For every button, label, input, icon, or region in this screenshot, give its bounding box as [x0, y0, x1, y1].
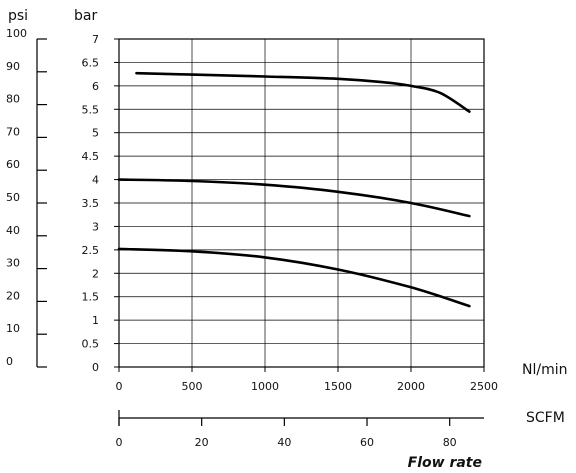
nlmin-tick-label: 1500 — [324, 380, 352, 393]
psi-tick-label: 0 — [6, 355, 13, 368]
bar-tick-label: 7 — [92, 33, 99, 46]
scfm-axis-unit: SCFM — [526, 410, 565, 426]
nlmin-tick-label: 2500 — [470, 380, 498, 393]
psi-tick-label: 20 — [6, 289, 20, 302]
scfm-tick-label: 40 — [277, 436, 291, 449]
psi-axis-unit: psi — [8, 8, 28, 24]
bar-axis-unit: bar — [74, 8, 97, 24]
scfm-tick-label: 0 — [116, 436, 123, 449]
scfm-tick-label: 80 — [443, 436, 457, 449]
psi-tick-label: 30 — [6, 257, 20, 270]
bar-tick-label: 6 — [92, 80, 99, 93]
bar-tick-label: 6.5 — [82, 56, 100, 69]
nlmin-tick-label: 500 — [182, 380, 203, 393]
x-axis-title: Flow rate — [408, 455, 482, 471]
nlmin-tick-label: 0 — [116, 380, 123, 393]
bar-tick-label: 2 — [92, 267, 99, 280]
psi-tick-label: 90 — [6, 60, 20, 73]
bar-tick-label: 0 — [92, 361, 99, 374]
bar-tick-label: 5 — [92, 127, 99, 140]
psi-tick-label: 80 — [6, 93, 20, 106]
series-group — [117, 71, 471, 308]
scfm-tick-label: 20 — [195, 436, 209, 449]
bar-tick-label: 4.5 — [82, 150, 100, 163]
psi-tick-label: 60 — [6, 158, 20, 171]
series-line-2 — [117, 178, 471, 218]
psi-tick-label: 50 — [6, 191, 20, 204]
bar-tick-label: 1 — [92, 314, 99, 327]
psi-tick-label: 40 — [6, 224, 20, 237]
bar-tick-label: 2.5 — [82, 244, 100, 257]
nlmin-axis-unit: Nl/min — [522, 362, 567, 378]
series-line-3 — [117, 247, 471, 308]
bar-tick-label: 5.5 — [82, 103, 100, 116]
psi-tick-label: 70 — [6, 125, 20, 138]
bar-tick-label: 3.5 — [82, 197, 100, 210]
scfm-tick-label: 60 — [360, 436, 374, 449]
series-line-1 — [135, 71, 471, 113]
axes: 00.511.522.533.544.555.566.570 500 1000 150… — [6, 27, 498, 449]
psi-tick-label: 100 — [6, 27, 27, 40]
bar-tick-label: 4 — [92, 174, 99, 187]
nlmin-tick-label: 2000 — [397, 380, 425, 393]
nlmin-tick-label: 1000 — [251, 380, 279, 393]
bar-tick-label: 1.5 — [82, 291, 100, 304]
psi-tick-label: 10 — [6, 322, 20, 335]
bar-tick-label: 3 — [92, 220, 99, 233]
bar-tick-label: 0.5 — [82, 338, 100, 351]
